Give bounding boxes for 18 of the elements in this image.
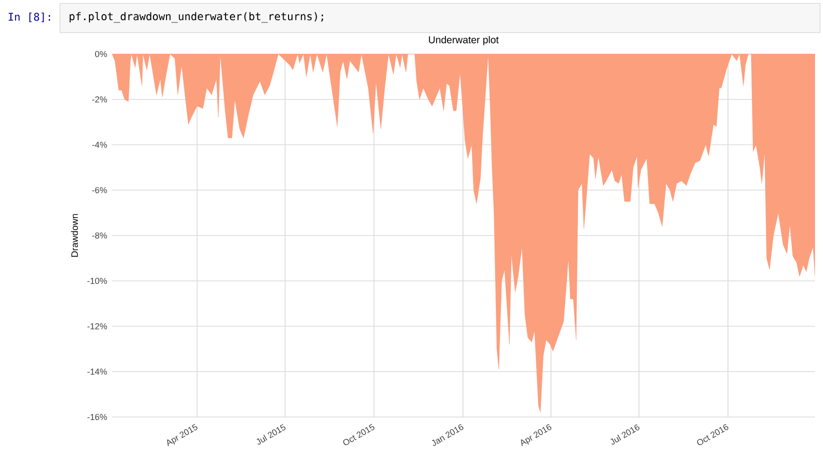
y-tick-label: 0% [95,50,107,58]
y-tick-label: -4% [92,142,107,148]
x-tick-label: Apr 2016 [521,424,552,446]
x-tick-label: Apr 2015 [167,424,198,446]
y-tick-label: -6% [92,187,107,194]
x-tick-label: Jul 2015 [256,424,286,445]
chart-title: Underwater plot [428,36,499,46]
x-tick-label: Jul 2016 [610,424,640,445]
y-tick-label: -10% [87,278,107,284]
y-tick-label: -8% [92,232,107,239]
y-tick-label: -16% [87,414,107,420]
y-tick-label: -14% [87,368,107,375]
y-axis-title: Drawdown [71,214,78,257]
y-tick-label: -12% [87,323,107,330]
text: pf.plot_drawdown_underwater(bt_returns); [70,12,324,23]
x-tick-label: Jan 2016 [432,424,464,446]
y-tick-label: -2% [92,96,107,102]
text: In [8]: [8,12,50,22]
